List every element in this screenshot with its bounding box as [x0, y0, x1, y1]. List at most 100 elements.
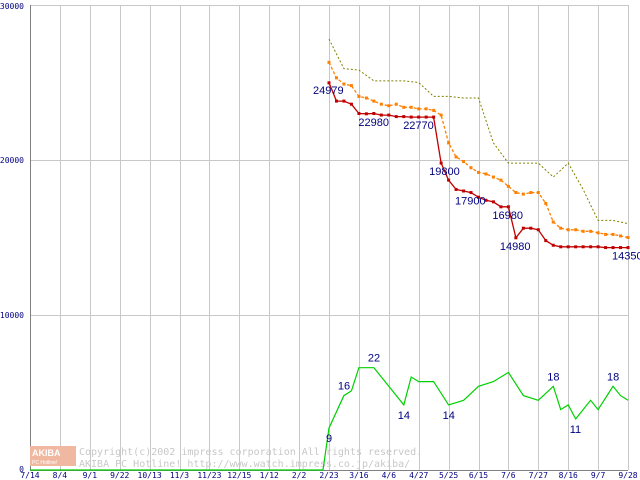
- data-labels: 24979 22980 22770 19800 17900 16980 14980 14350…: [313, 85, 640, 445]
- data-point-average-price: [596, 231, 600, 235]
- data-point-average-price: [589, 229, 593, 233]
- data-point-minimum-price: [342, 99, 346, 103]
- data-point-average-price: [349, 84, 353, 88]
- data-point-minimum-price: [387, 113, 391, 117]
- data-point-average-price: [342, 82, 346, 86]
- x-tick-label: 9/22: [110, 471, 129, 480]
- akiba-logo-box: [30, 446, 76, 466]
- data-label: 14350: [612, 251, 640, 263]
- data-point-average-price: [566, 228, 570, 232]
- data-point-average-price: [484, 172, 488, 176]
- data-point-minimum-price: [514, 236, 518, 240]
- series-line-max-price: [328, 38, 629, 225]
- data-point-average-price: [611, 232, 615, 236]
- data-label: 16980: [492, 210, 523, 222]
- data-point-average-price: [462, 160, 466, 164]
- y-tick-label: 0: [19, 465, 24, 474]
- data-point-average-price: [499, 178, 503, 182]
- data-label: 11: [570, 424, 581, 436]
- x-tick-label: 3/16: [349, 471, 368, 480]
- x-tick-label: 7/27: [529, 471, 548, 480]
- data-point-minimum-price: [447, 178, 451, 182]
- data-point-average-price: [469, 166, 473, 170]
- data-point-average-price: [394, 102, 398, 106]
- data-point-minimum-price: [506, 205, 510, 209]
- y-tick-label: 20000: [0, 156, 24, 165]
- data-label: 16: [338, 381, 350, 393]
- y-tick-label: 30000: [0, 2, 24, 11]
- data-point-minimum-price: [477, 195, 480, 199]
- data-label: 18: [607, 371, 619, 383]
- data-point-average-price: [604, 232, 608, 236]
- watermark: AKIBA PC Hotline! Copyright(c)2002 impre…: [30, 446, 422, 470]
- data-point-average-price: [491, 175, 495, 179]
- data-point-minimum-price: [604, 246, 608, 250]
- data-point-average-price: [409, 105, 413, 109]
- data-point-average-price: [581, 229, 585, 233]
- data-label: 24979: [313, 85, 344, 97]
- data-point-average-price: [544, 201, 548, 205]
- x-tick-label: 2/23: [319, 471, 338, 480]
- data-point-average-price: [334, 76, 338, 80]
- data-point-average-price: [417, 107, 421, 111]
- data-point-average-price: [439, 113, 443, 117]
- data-point-minimum-price: [521, 226, 525, 230]
- data-point-average-price: [327, 60, 331, 64]
- x-tick-label: 6/15: [469, 471, 488, 480]
- data-point-minimum-price: [499, 205, 503, 209]
- data-point-minimum-price: [551, 243, 555, 247]
- data-point-minimum-price: [409, 115, 413, 119]
- data-label: 14980: [500, 241, 531, 253]
- x-tick-label: 5/25: [439, 471, 458, 480]
- data-point-minimum-price: [379, 113, 383, 117]
- data-point-minimum-price: [432, 115, 436, 119]
- data-point-minimum-price: [334, 99, 338, 103]
- data-point-minimum-price: [529, 226, 533, 230]
- series: [30, 38, 630, 471]
- data-point-minimum-price: [491, 200, 495, 204]
- data-point-minimum-price: [574, 245, 578, 249]
- data-point-average-price: [514, 191, 518, 195]
- x-tick-label: 9/28: [618, 471, 637, 480]
- data-point-minimum-price: [327, 81, 331, 85]
- x-tick-label: 4/27: [409, 471, 428, 480]
- data-point-minimum-price: [589, 245, 593, 249]
- data-point-average-price: [447, 141, 451, 145]
- data-point-average-price: [372, 99, 376, 103]
- x-tick-label: 10/13: [138, 471, 162, 480]
- data-point-minimum-price: [611, 246, 615, 250]
- x-tick-label: 9/7: [591, 471, 606, 480]
- x-tick-label: 12/15: [227, 471, 251, 480]
- data-point-average-price: [364, 96, 368, 100]
- data-point-average-price: [551, 220, 555, 224]
- x-tick-label: 8/4: [53, 471, 68, 480]
- data-point-minimum-price: [402, 115, 406, 119]
- copyright-text: Copyright(c)2002 impress corporation All…: [79, 447, 422, 458]
- site-url-text: AKIBA PC Hotline! http://www.watch.impre…: [79, 459, 410, 470]
- data-point-minimum-price: [469, 191, 473, 195]
- data-label: 18: [547, 371, 559, 383]
- data-point-minimum-price: [454, 187, 458, 191]
- akiba-logo-subtext: PC Hotline!: [32, 460, 57, 466]
- data-point-minimum-price: [349, 102, 353, 106]
- data-point-average-price: [521, 192, 525, 196]
- x-tick-label: 9/1: [83, 471, 98, 480]
- data-point-minimum-price: [462, 189, 466, 193]
- data-point-average-price: [626, 236, 630, 239]
- data-label: 22: [368, 353, 380, 365]
- x-tick-label: 7/14: [20, 471, 39, 480]
- data-point-minimum-price: [559, 245, 563, 249]
- x-tick-label: 11/3: [170, 471, 189, 480]
- data-point-minimum-price: [372, 112, 376, 115]
- data-point-minimum-price: [626, 246, 630, 250]
- data-point-minimum-price: [424, 115, 428, 119]
- series-line-number-of-shops: [30, 367, 629, 471]
- data-label: 22770: [403, 120, 434, 132]
- x-tick-label: 1/12: [260, 471, 279, 480]
- data-point-minimum-price: [619, 246, 623, 250]
- data-label: 9: [326, 433, 332, 445]
- y-tick-label: 10000: [0, 311, 24, 320]
- data-point-minimum-price: [394, 115, 398, 119]
- data-point-average-price: [432, 108, 436, 112]
